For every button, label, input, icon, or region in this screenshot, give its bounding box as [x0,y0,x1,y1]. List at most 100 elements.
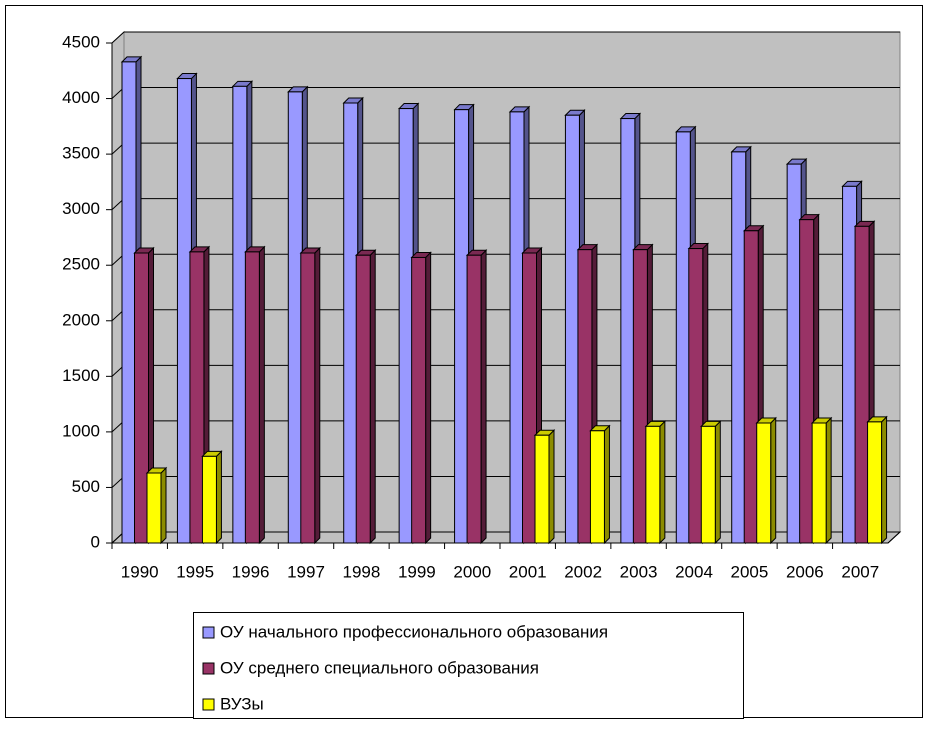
x-tick-label: 1998 [343,562,381,581]
legend-swatch [202,698,215,711]
x-axis-end [887,531,901,544]
bar-front [577,249,593,544]
x-tick-label: 2002 [564,562,602,581]
bar-front [287,91,303,544]
bar-front [688,248,704,544]
bar-front [842,185,858,544]
bar-front [731,151,747,544]
bar [299,246,321,545]
bar-front [799,219,815,544]
bar-side [369,249,376,545]
bar-side [603,424,610,545]
bar-front [355,254,371,544]
bar-front [343,102,359,544]
x-tick-label: 2004 [675,562,713,581]
legend-label: ОУ среднего специального образования [220,658,539,677]
bar [810,416,833,545]
grid-line [111,31,900,44]
y-tick-label: 1500 [62,366,100,385]
bar-front [645,425,661,544]
x-tick-label: 1990 [121,562,159,581]
bar-front [620,118,636,544]
bar-front [201,455,217,544]
bar-front [121,61,137,544]
bar-front [700,425,716,544]
x-tick-label: 1997 [287,562,325,581]
y-tick-label: 2500 [62,255,100,274]
y-tick-label: 3000 [62,199,100,218]
bar-front [189,251,205,544]
bar [743,224,765,545]
legend-label: ВУЗы [220,694,264,713]
bar-front [867,421,883,544]
legend-box [193,612,744,719]
bar [700,420,722,545]
bar-front [632,249,648,544]
bar-front [146,472,162,544]
y-tick-label: 1000 [62,421,100,440]
x-tick-label: 2000 [453,562,491,581]
bar-front [743,230,759,544]
x-tick-label: 2006 [786,562,824,581]
bar-front [564,114,580,544]
bar-front [756,422,772,544]
x-tick-label: 1996 [232,562,270,581]
legend: ОУ начального профессионального образова… [193,612,744,719]
bar-side [314,246,321,545]
bar-front [675,131,691,544]
bar-front [786,163,802,544]
x-tick-label: 1995 [176,562,214,581]
x-tick-label: 1999 [398,562,436,581]
bar-front [454,109,470,544]
bar [755,416,777,545]
bar-front [176,78,192,544]
bar-front [854,225,870,544]
bar [589,424,611,545]
bar-side [714,420,721,545]
bar [644,420,667,545]
bar-side [659,420,666,545]
y-tick-label: 4000 [62,88,100,107]
bar-side [770,416,777,545]
bar-front [300,252,316,544]
y-tick-label: 500 [72,477,100,496]
bar-side [480,249,487,545]
bar-side [258,245,265,545]
bar [410,251,432,545]
bar [533,429,556,545]
bar [145,466,168,545]
bar-side [160,466,167,545]
x-tick-label: 2007 [841,562,879,581]
bar [201,450,223,545]
bar-front [811,422,827,544]
bar-front [398,108,414,544]
bar [465,249,488,545]
bar-front [466,254,482,544]
x-tick-label: 2003 [620,562,658,581]
bar-side [825,416,832,545]
bar-side [881,415,888,545]
bar-front [534,434,550,544]
x-tick-label: 2005 [731,562,769,581]
floor [110,531,902,544]
y-tick-label: 4500 [62,32,100,51]
x-tick-label: 2001 [509,562,547,581]
y-tick-label: 2000 [62,310,100,329]
bar-side [215,450,222,545]
bar-front [411,256,427,544]
bar-front [522,252,537,544]
bar-side [548,429,555,545]
legend-swatch [202,662,215,675]
bar-side [425,251,432,545]
bar-front [232,85,248,544]
legend-swatch [202,626,215,639]
bar [866,415,888,545]
y-tick-label: 0 [91,532,100,551]
bar [244,245,266,545]
bar-front [134,252,149,544]
legend-label: ОУ начального профессионального образова… [220,622,608,641]
bar-front [589,430,605,544]
bar [355,249,377,545]
bar-front [244,251,260,544]
